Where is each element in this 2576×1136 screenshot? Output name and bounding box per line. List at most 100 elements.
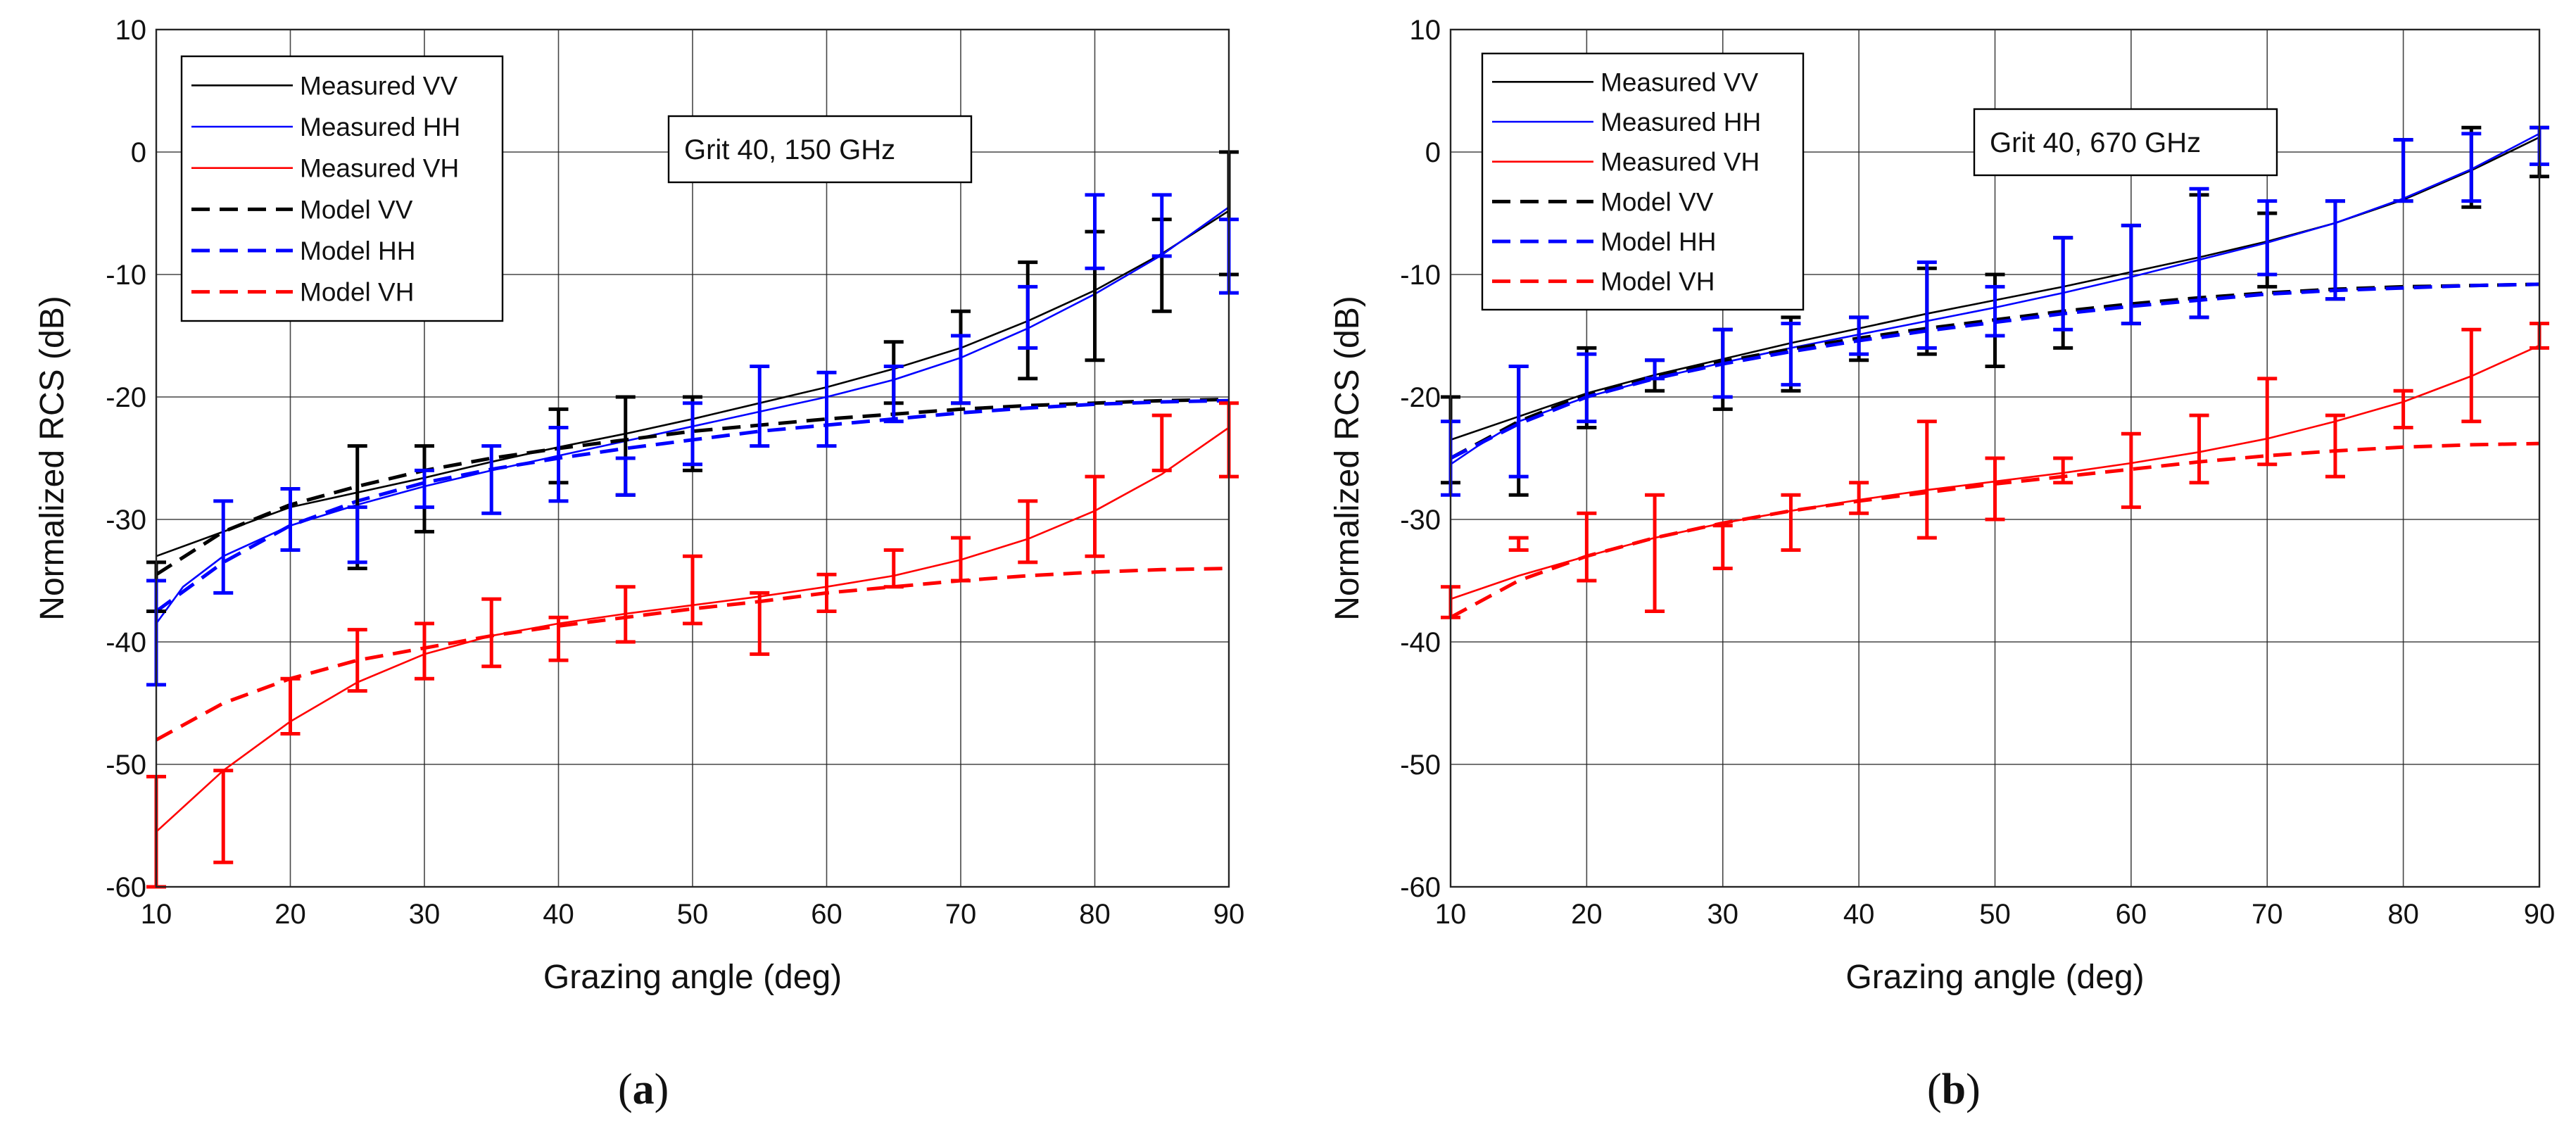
x-axis-title: Grazing angle (deg)	[543, 959, 842, 996]
legend-entry-label: Measured VV	[1600, 68, 1758, 96]
error-bar-measured-hh	[1781, 322, 1801, 387]
x-tick-label: 60	[2116, 899, 2147, 930]
x-tick-label: 40	[1843, 899, 1875, 930]
legend: Measured VV Measured HH Measured VH Model V…	[1481, 52, 1805, 311]
legend-entry-label: Model HH	[1600, 227, 1717, 256]
y-tick-label: -30	[106, 505, 146, 536]
x-tick-label: 90	[2524, 899, 2556, 930]
error-bar-measured-hh	[816, 370, 837, 448]
error-bar-measured-vh	[1985, 456, 2005, 522]
x-tick-label: 50	[677, 899, 709, 930]
error-bar-measured-hh	[415, 468, 434, 510]
error-bar-measured-vh	[2461, 327, 2482, 424]
error-bar-measured-vh	[2121, 431, 2141, 510]
error-bar-measured-vh	[816, 572, 837, 613]
panel-label: (a)	[618, 1066, 669, 1113]
y-tick-label: -30	[1400, 505, 1441, 536]
y-tick-label: -10	[106, 260, 146, 291]
error-bar-measured-hh	[548, 426, 569, 503]
panel-label-paren-open: (	[1927, 1066, 1942, 1113]
y-tick-label: 0	[1425, 137, 1441, 168]
x-tick-label: 20	[1571, 899, 1603, 930]
error-bar-measured-vh	[2053, 456, 2073, 485]
panel-label: (b)	[1927, 1066, 1981, 1113]
error-bar-measured-hh	[2189, 187, 2209, 320]
error-bar-measured-hh	[2393, 138, 2413, 203]
x-axis-title: Grazing angle (deg)	[1845, 959, 2144, 996]
y-axis-title: Normalized RCS (dB)	[34, 296, 71, 620]
panel-label-paren-close: )	[655, 1066, 669, 1113]
x-tick-label: 10	[141, 899, 172, 930]
y-tick-label: -40	[1400, 627, 1441, 658]
y-tick-label: 10	[115, 15, 147, 46]
x-tick-label: 60	[811, 899, 842, 930]
y-tick-label: -40	[106, 627, 146, 658]
error-bar-measured-vh	[951, 536, 971, 583]
error-bar-measured-hh	[2461, 132, 2482, 203]
legend-entry-label: Measured VV	[300, 71, 457, 100]
y-tick-label: -60	[106, 872, 146, 903]
error-bar-measured-vh	[1781, 493, 1801, 552]
panel-label-paren-open: (	[618, 1066, 633, 1113]
legend-box	[180, 55, 504, 322]
error-bar-measured-vh	[2325, 413, 2345, 479]
y-tick-label: -20	[1400, 382, 1441, 413]
error-bar-measured-hh	[750, 365, 770, 448]
error-bar-measured-vh	[750, 591, 770, 656]
panel-a: 10 20 30 40 50 60 70 80 90100-10-20-30-40-50-60G…	[34, 15, 1244, 1113]
error-bar-measured-hh	[1577, 352, 1597, 424]
series-line-measured-hh	[1450, 132, 2540, 465]
x-tick-label: 30	[409, 899, 441, 930]
legend: Measured VV Measured HH Measured VH Model V…	[180, 55, 504, 322]
x-tick-label: 10	[1435, 899, 1467, 930]
y-axis-title: Normalized RCS (dB)	[1329, 296, 1366, 620]
x-tick-label: 30	[1707, 899, 1739, 930]
axes-box	[155, 28, 1230, 888]
error-bar-measured-hh	[213, 499, 234, 595]
error-bar-measured-vh	[883, 548, 904, 589]
error-bar-measured-hh	[280, 487, 301, 552]
error-bar-measured-hh	[1151, 193, 1172, 258]
y-tick-label: -50	[106, 750, 146, 781]
legend-entry-label: Model VV	[1600, 187, 1714, 216]
error-bar-measured-hh	[347, 505, 367, 564]
error-bar-measured-vh	[548, 615, 569, 662]
error-bar-measured-vh	[415, 621, 434, 681]
error-bar-measured-vh	[2189, 413, 2209, 485]
error-bar-measured-hh	[1985, 284, 2005, 338]
x-tick-label: 80	[1079, 899, 1111, 930]
x-tick-label: 80	[2387, 899, 2419, 930]
error-bar-measured-hh	[1085, 193, 1105, 270]
error-bar-measured-vh	[1849, 481, 1869, 515]
legend-box	[1481, 52, 1805, 311]
error-bar-measured-vh	[615, 585, 636, 644]
error-bar-measured-hh	[883, 365, 904, 424]
error-bar-measured-hh	[683, 401, 702, 467]
error-bar-measured-vh	[481, 597, 502, 669]
error-bar-measured-vh	[683, 554, 702, 626]
error-bar-measured-hh	[2053, 236, 2073, 332]
y-tick-label: 0	[131, 137, 146, 168]
legend-entry-label: Measured HH	[300, 113, 460, 141]
legend-entry-label: Model VH	[300, 278, 414, 307]
axes-box	[1449, 28, 2541, 888]
series-line-model-vh	[155, 567, 1230, 742]
annotation-box	[667, 115, 973, 184]
legend-entry-label: Model HH	[300, 236, 416, 265]
y-tick-label: -20	[106, 382, 146, 413]
error-bar-measured-vh	[1085, 474, 1105, 558]
error-bar-measured-vh	[1645, 493, 1665, 613]
error-bar-measured-hh	[1849, 315, 1869, 356]
series-line-model-vv	[155, 398, 1230, 576]
annotation-text: Grit 40, 670 GHz	[1990, 127, 2201, 158]
y-tick-label: -60	[1400, 872, 1441, 903]
error-bar-measured-hh	[2325, 199, 2345, 301]
error-bar-measured-vh	[1508, 536, 1529, 552]
legend-entry-label: Model VH	[1600, 267, 1715, 296]
error-bar-measured-vh	[1712, 524, 1733, 571]
legend-entry-label: Measured HH	[1600, 108, 1761, 137]
error-bar-measured-hh	[2121, 223, 2141, 326]
error-bar-measured-hh	[1508, 365, 1529, 479]
error-bar-measured-hh	[1645, 358, 1665, 381]
